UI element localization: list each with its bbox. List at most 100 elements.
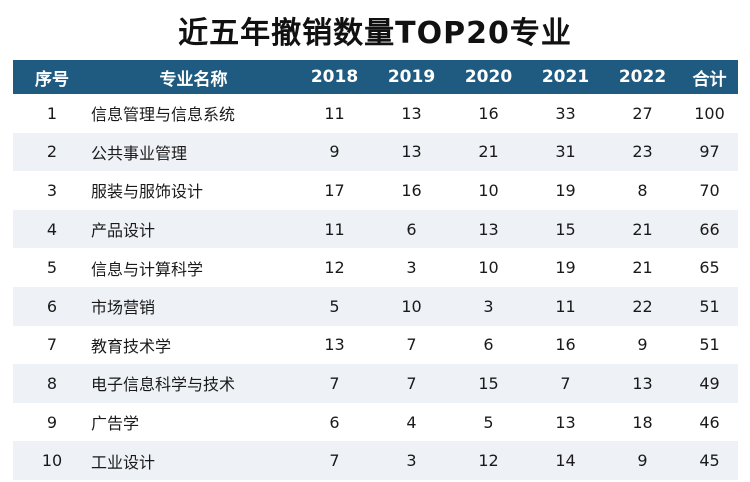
cell-total: 65 <box>699 258 720 278</box>
cell-2022: 21 <box>632 258 653 278</box>
cell-total: 66 <box>699 219 720 239</box>
cell-major-name: 教育技术学 <box>91 336 172 356</box>
cell-major-name: 信息管理与信息系统 <box>91 105 236 125</box>
cell-major-name: 市场营销 <box>91 298 156 318</box>
cell-2021: 15 <box>555 219 576 239</box>
cell-major-name: 公共事业管理 <box>91 143 188 163</box>
table-row: 5 信息与计算科学 12 3 10 19 21 65 <box>13 248 738 287</box>
cell-2019: 6 <box>406 219 417 239</box>
cell-2020: 10 <box>478 258 499 278</box>
cell-2018: 13 <box>324 335 345 355</box>
table-row: 1 信息管理与信息系统 11 13 16 33 27 100 <box>13 94 738 133</box>
cell-2021: 14 <box>555 451 576 471</box>
header-2022: 2022 <box>618 67 667 87</box>
cell-2020: 12 <box>478 451 499 471</box>
cell-2019: 13 <box>401 103 422 123</box>
cell-2022: 22 <box>632 296 653 316</box>
cell-2022: 18 <box>632 412 653 432</box>
majors-table: 序号 专业名称 2018 2019 2020 2021 2022 合计 1 信息管… <box>13 60 738 480</box>
cell-2020: 16 <box>478 103 499 123</box>
cell-major-name: 服装与服饰设计 <box>91 182 204 202</box>
cell-index: 9 <box>46 412 58 432</box>
cell-2020: 6 <box>483 335 494 355</box>
table-row: 6 市场营销 5 10 3 11 22 51 <box>13 286 738 326</box>
cell-2019: 16 <box>401 180 422 200</box>
cell-2021: 13 <box>555 412 576 432</box>
cell-2018: 6 <box>329 412 340 432</box>
cell-index: 4 <box>46 219 58 239</box>
table-row: 8 电子信息科学与技术 7 7 15 7 13 49 <box>13 364 738 403</box>
table-header-row: 序号 专业名称 2018 2019 2020 2021 2022 合计 <box>13 60 738 94</box>
header-2018: 2018 <box>310 67 359 87</box>
cell-total: 46 <box>699 412 720 432</box>
cell-2021: 31 <box>555 142 576 162</box>
cell-major-name: 信息与计算科学 <box>91 259 204 279</box>
cell-2021: 16 <box>555 335 576 355</box>
page-title: 近五年撤销数量TOP20专业 <box>178 16 572 51</box>
table-row: 9 广告学 6 4 5 13 18 46 <box>13 403 738 442</box>
cell-major-name: 工业设计 <box>91 452 156 472</box>
header-2021: 2021 <box>541 67 590 87</box>
cell-2022: 9 <box>637 335 648 355</box>
cell-total: 70 <box>699 180 720 200</box>
cell-2020: 10 <box>478 180 499 200</box>
cell-2021: 33 <box>555 103 576 123</box>
cell-index: 7 <box>46 335 58 355</box>
cell-2019: 3 <box>406 451 417 471</box>
cell-2022: 27 <box>632 103 653 123</box>
cell-2018: 17 <box>324 180 345 200</box>
cell-2020: 5 <box>483 412 494 432</box>
cell-2019: 7 <box>406 335 417 355</box>
cell-2020: 13 <box>478 219 499 239</box>
cell-2019: 7 <box>406 373 417 393</box>
header-2019: 2019 <box>387 67 436 87</box>
cell-2018: 9 <box>329 142 340 162</box>
cell-2022: 9 <box>637 451 648 471</box>
cell-2018: 11 <box>324 103 345 123</box>
cell-total: 49 <box>699 373 720 393</box>
header-2020: 2020 <box>464 67 513 87</box>
cell-major-name: 电子信息科学与技术 <box>91 375 236 395</box>
cell-index: 6 <box>46 296 58 316</box>
cell-total: 100 <box>694 103 725 123</box>
cell-total: 97 <box>699 142 720 162</box>
cell-total: 45 <box>699 451 720 471</box>
cell-2021: 7 <box>560 373 571 393</box>
cell-2021: 19 <box>555 180 576 200</box>
cell-total: 51 <box>699 335 720 355</box>
cell-index: 8 <box>46 373 58 393</box>
cell-2019: 13 <box>401 142 422 162</box>
cell-2022: 8 <box>637 180 648 200</box>
cell-2020: 3 <box>483 296 494 316</box>
cell-2022: 23 <box>632 142 653 162</box>
header-total: 合计 <box>692 69 727 90</box>
cell-2020: 15 <box>478 373 499 393</box>
cell-2022: 13 <box>632 373 653 393</box>
cell-total: 51 <box>699 296 720 316</box>
cell-index: 2 <box>46 142 58 162</box>
cell-index: 5 <box>46 258 58 278</box>
cell-index: 1 <box>46 103 58 123</box>
header-index: 序号 <box>35 69 69 90</box>
cell-2018: 5 <box>329 296 340 316</box>
cell-2018: 7 <box>329 373 340 393</box>
table-row: 4 产品设计 11 6 13 15 21 66 <box>13 209 738 249</box>
table-row: 2 公共事业管理 9 13 21 31 23 97 <box>13 132 738 172</box>
header-major-name: 专业名称 <box>159 69 228 90</box>
cell-2019: 10 <box>401 296 422 316</box>
cell-2021: 11 <box>555 296 576 316</box>
cell-2018: 12 <box>324 258 345 278</box>
cell-2019: 3 <box>406 258 417 278</box>
cell-2019: 4 <box>406 412 417 432</box>
cell-index: 3 <box>46 180 58 200</box>
cell-major-name: 广告学 <box>91 414 140 434</box>
cell-index: 10 <box>41 451 63 471</box>
table-row: 10 工业设计 7 3 12 14 9 45 <box>13 441 738 480</box>
table-row: 3 服装与服饰设计 17 16 10 19 8 70 <box>13 171 738 210</box>
cell-major-name: 产品设计 <box>91 221 156 241</box>
cell-2020: 21 <box>478 142 499 162</box>
table-row: 7 教育技术学 13 7 6 16 9 51 <box>13 326 738 365</box>
cell-2018: 11 <box>324 219 345 239</box>
table-body: 1 信息管理与信息系统 11 13 16 33 27 100 2 公共事业管理 9 13 21 31 23 9… <box>13 94 738 480</box>
